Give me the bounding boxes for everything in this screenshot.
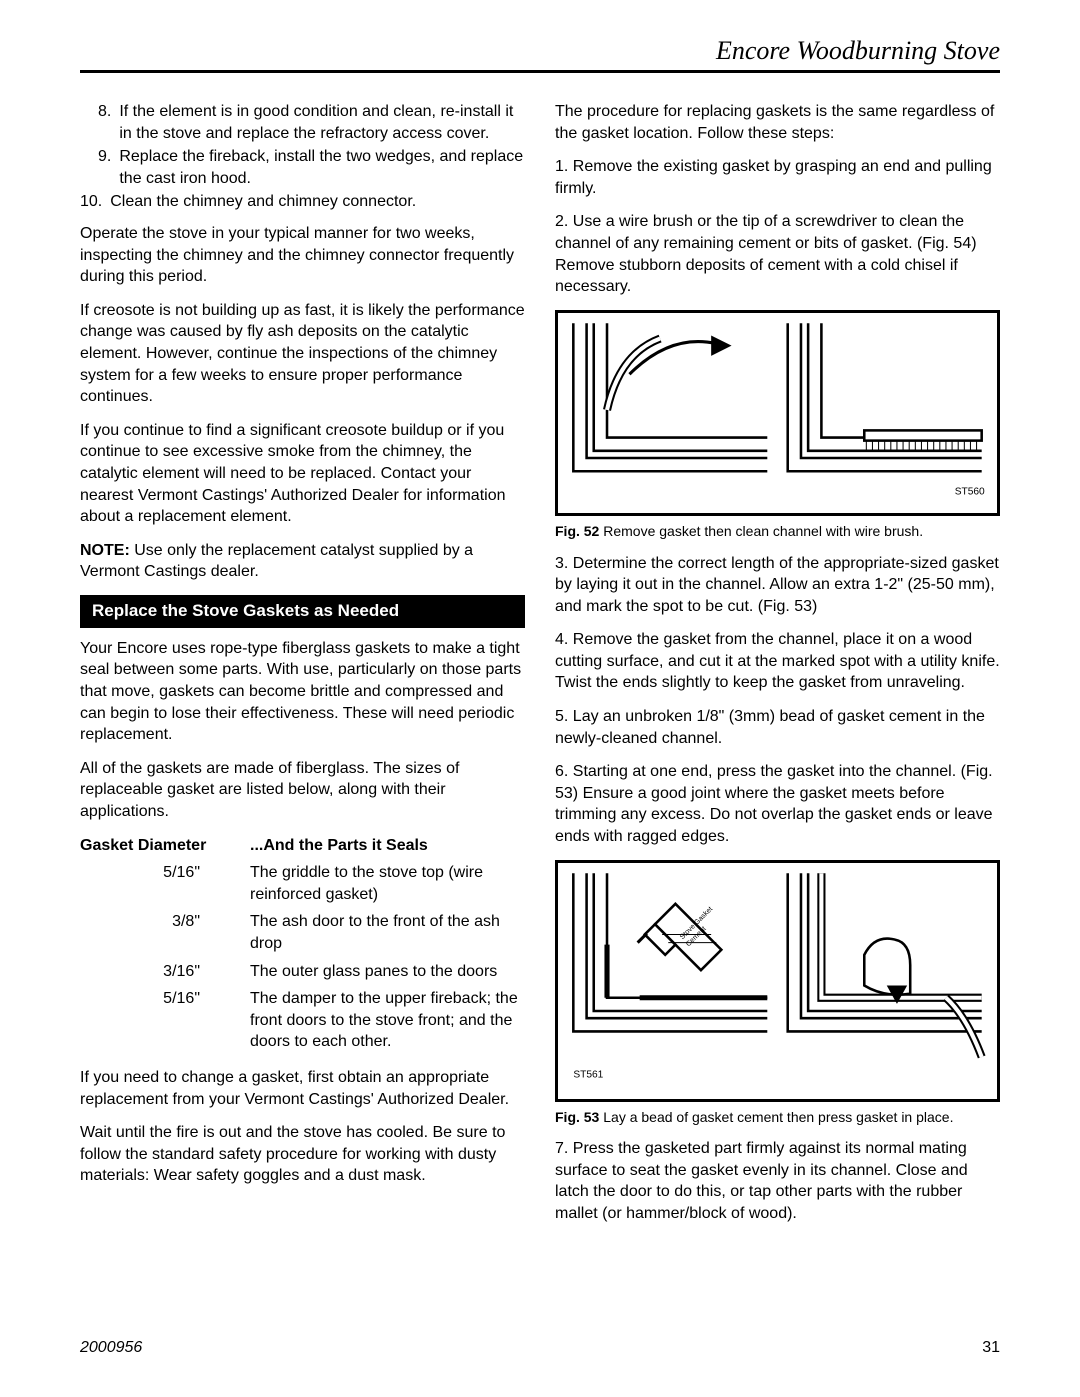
paragraph: If you need to change a gasket, first ob… <box>80 1067 525 1110</box>
table-row: 5/16" The damper to the upper fireback; … <box>80 988 525 1053</box>
step-1: 1. Remove the existing gasket by graspin… <box>555 156 1000 199</box>
note-label: NOTE: <box>80 542 130 559</box>
list-item-10: 10. Clean the chimney and chimney connec… <box>80 191 525 213</box>
table-header: Gasket Diameter ...And the Parts it Seal… <box>80 835 525 857</box>
caption-label: Fig. 53 <box>555 1109 599 1125</box>
figure-52-caption: Fig. 52 Remove gasket then clean channel… <box>555 522 1000 540</box>
list-item-9: 9. Replace the fireback, install the two… <box>80 146 525 189</box>
header-title: Encore Woodburning Stove <box>716 36 1000 66</box>
list-text: Clean the chimney and chimney connector. <box>110 191 416 213</box>
paragraph: Wait until the fire is out and the stove… <box>80 1122 525 1187</box>
list-item-8: 8. If the element is in good condition a… <box>80 101 525 144</box>
paragraph: If you continue to find a significant cr… <box>80 420 525 528</box>
paragraph: The procedure for replacing gaskets is t… <box>555 101 1000 144</box>
figure-53-caption: Fig. 53 Lay a bead of gasket cement then… <box>555 1108 1000 1126</box>
table-row: 3/16" The outer glass panes to the doors <box>80 961 525 983</box>
figure-code: ST561 <box>573 1069 603 1080</box>
table-row: 5/16" The griddle to the stove top (wire… <box>80 862 525 905</box>
step-7: 7. Press the gasketed part firmly agains… <box>555 1138 1000 1224</box>
figure-53: Stove Gasket Cement <box>555 860 1000 1102</box>
paragraph: Operate the stove in your typical manner… <box>80 223 525 288</box>
page-number: 31 <box>982 1339 1000 1357</box>
right-column: The procedure for replacing gaskets is t… <box>555 101 1000 1236</box>
figure-code: ST560 <box>955 486 985 497</box>
list-number: 10. <box>80 191 102 213</box>
gasket-cement-diagram: Stove Gasket Cement <box>558 863 997 1093</box>
page-header: Encore Woodburning Stove <box>80 36 1000 73</box>
figure-52: ST560 <box>555 310 1000 517</box>
caption-text: Remove gasket then clean channel with wi… <box>599 523 923 539</box>
list-text: Replace the fireback, install the two we… <box>119 146 525 189</box>
col-header-diameter: Gasket Diameter <box>80 835 250 857</box>
paragraph: If creosote is not building up as fast, … <box>80 300 525 408</box>
paragraph: Your Encore uses rope-type fiberglass ga… <box>80 638 525 746</box>
cell-diameter: 5/16" <box>80 988 250 1053</box>
step-6: 6. Starting at one end, press the gasket… <box>555 761 1000 847</box>
cell-parts: The griddle to the stove top (wire reinf… <box>250 862 525 905</box>
caption-text: Lay a bead of gasket cement then press g… <box>599 1109 953 1125</box>
step-3: 3. Determine the correct length of the a… <box>555 553 1000 618</box>
step-2: 2. Use a wire brush or the tip of a scre… <box>555 211 1000 297</box>
document-number: 2000956 <box>80 1339 142 1357</box>
section-heading: Replace the Stove Gaskets as Needed <box>80 595 525 628</box>
list-number: 8. <box>98 101 111 144</box>
cell-parts: The ash door to the front of the ash dro… <box>250 911 525 954</box>
note-paragraph: NOTE: Use only the replacement catalyst … <box>80 540 525 583</box>
content-columns: 8. If the element is in good condition a… <box>80 101 1000 1236</box>
list-text: If the element is in good condition and … <box>119 101 525 144</box>
gasket-table: Gasket Diameter ...And the Parts it Seal… <box>80 835 525 1053</box>
table-row: 3/8" The ash door to the front of the as… <box>80 911 525 954</box>
gasket-removal-diagram: ST560 <box>558 313 997 507</box>
col-header-parts: ...And the Parts it Seals <box>250 835 428 857</box>
note-text: Use only the replacement catalyst suppli… <box>80 542 473 581</box>
step-4: 4. Remove the gasket from the channel, p… <box>555 629 1000 694</box>
left-column: 8. If the element is in good condition a… <box>80 101 525 1236</box>
cell-diameter: 3/16" <box>80 961 250 983</box>
cell-parts: The damper to the upper fireback; the fr… <box>250 988 525 1053</box>
cell-diameter: 3/8" <box>80 911 250 954</box>
caption-label: Fig. 52 <box>555 523 599 539</box>
cell-parts: The outer glass panes to the doors <box>250 961 525 983</box>
paragraph: All of the gaskets are made of fiberglas… <box>80 758 525 823</box>
cell-diameter: 5/16" <box>80 862 250 905</box>
step-5: 5. Lay an unbroken 1/8" (3mm) bead of ga… <box>555 706 1000 749</box>
list-number: 9. <box>98 146 111 189</box>
page-footer: 2000956 31 <box>80 1339 1000 1357</box>
